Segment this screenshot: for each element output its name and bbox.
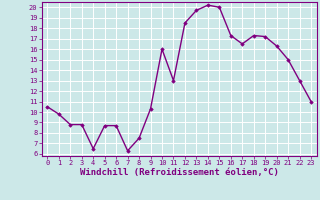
X-axis label: Windchill (Refroidissement éolien,°C): Windchill (Refroidissement éolien,°C) xyxy=(80,168,279,177)
